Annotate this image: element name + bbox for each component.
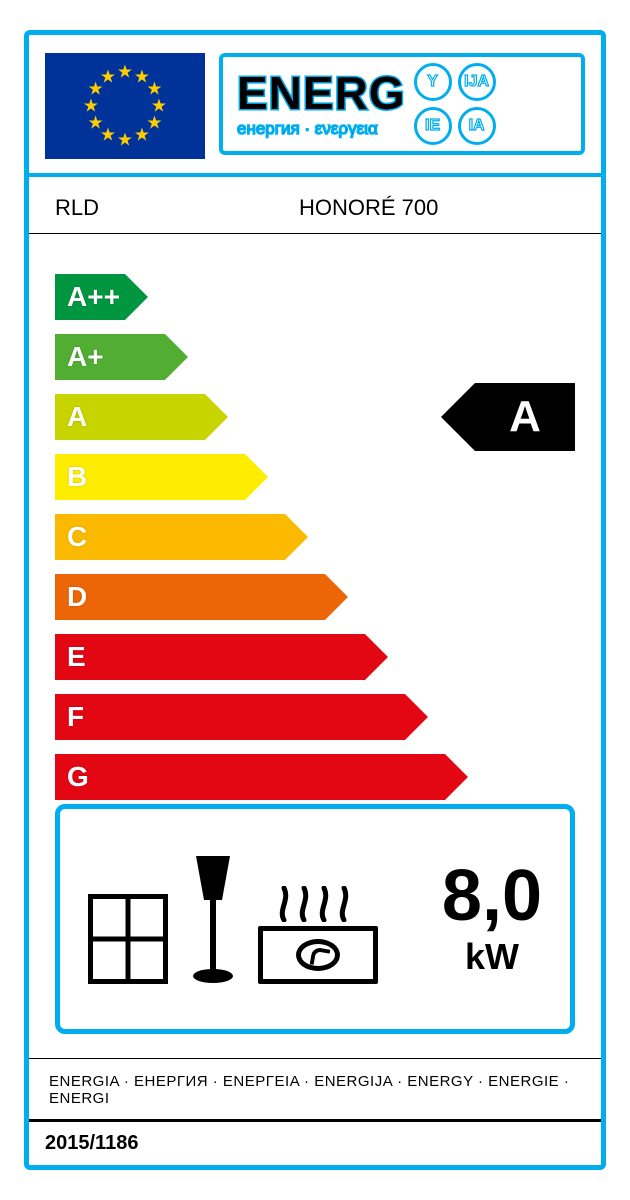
class-arrow-label: D xyxy=(55,574,325,620)
class-arrow: A xyxy=(55,394,228,440)
model-label: HONORÉ 700 xyxy=(289,195,575,221)
header: ★★★★★★★★★★★★ ENERG енергия · ενεργεια YI… xyxy=(29,35,601,177)
class-arrow: B xyxy=(55,454,268,500)
class-arrow-head xyxy=(125,274,148,320)
product-row: RLD HONORÉ 700 xyxy=(29,177,601,234)
lamp-icon xyxy=(190,854,236,984)
energ-suffix-circle: IA xyxy=(458,107,496,145)
power-value: 8,0 xyxy=(442,860,542,932)
rating-marker-body: A xyxy=(475,383,575,451)
rating-label: A xyxy=(509,392,541,442)
class-arrow-label: C xyxy=(55,514,285,560)
class-arrow: G xyxy=(55,754,468,800)
energ-suffixes: YIJAIEIA xyxy=(414,63,496,145)
languages-line: ENERGIA · ЕНЕРГИЯ · ΕΝΕΡΓΕΙΑ · ENERGIJA … xyxy=(29,1058,601,1119)
energ-suffix-circle: IE xyxy=(414,107,452,145)
energ-suffix-circle: IJA xyxy=(458,63,496,101)
rating-marker: A xyxy=(441,383,575,451)
class-arrow: C xyxy=(55,514,308,560)
class-arrow: D xyxy=(55,574,348,620)
class-arrow-label: A+ xyxy=(55,334,165,380)
power-unit: kW xyxy=(442,936,542,978)
heating-icons xyxy=(88,854,442,984)
eu-flag-icon: ★★★★★★★★★★★★ xyxy=(45,53,205,159)
energ-block: ENERG енергия · ενεργεια YIJAIEIA xyxy=(219,53,585,155)
class-arrow-label: B xyxy=(55,454,245,500)
class-arrow-head xyxy=(445,754,468,800)
energ-suffix-circle: Y xyxy=(414,63,452,101)
class-arrow-label: F xyxy=(55,694,405,740)
footer: ENERGIA · ЕНЕРГИЯ · ΕΝΕΡΓΕΙΑ · ENERGIJA … xyxy=(29,1058,601,1165)
class-arrow-head xyxy=(245,454,268,500)
class-arrow-head xyxy=(405,694,428,740)
class-arrow-label: A xyxy=(55,394,205,440)
power-value-block: 8,0 kW xyxy=(442,860,542,978)
class-arrow-label: A++ xyxy=(55,274,125,320)
class-arrow-head xyxy=(285,514,308,560)
regulation-label: 2015/1186 xyxy=(29,1119,601,1165)
class-arrow: A++ xyxy=(55,274,148,320)
energ-subtitle: енергия · ενεργεια xyxy=(237,119,406,139)
energ-title: ENERG xyxy=(237,70,406,116)
energy-label: ★★★★★★★★★★★★ ENERG енергия · ενεργεια YI… xyxy=(24,30,606,1170)
rating-marker-head xyxy=(441,383,475,451)
class-arrow-label: E xyxy=(55,634,365,680)
efficiency-chart: A++A+ABCDEFG A xyxy=(29,234,601,794)
window-icon xyxy=(88,894,168,984)
brand-label: RLD xyxy=(55,195,289,221)
class-arrow-head xyxy=(205,394,228,440)
class-arrow-label: G xyxy=(55,754,445,800)
class-arrow: A+ xyxy=(55,334,188,380)
class-arrow: F xyxy=(55,694,428,740)
power-box: 8,0 kW xyxy=(55,804,575,1034)
class-arrow: E xyxy=(55,634,388,680)
class-arrow-head xyxy=(325,574,348,620)
class-arrow-head xyxy=(365,634,388,680)
heater-icon xyxy=(258,892,378,984)
class-arrow-head xyxy=(165,334,188,380)
